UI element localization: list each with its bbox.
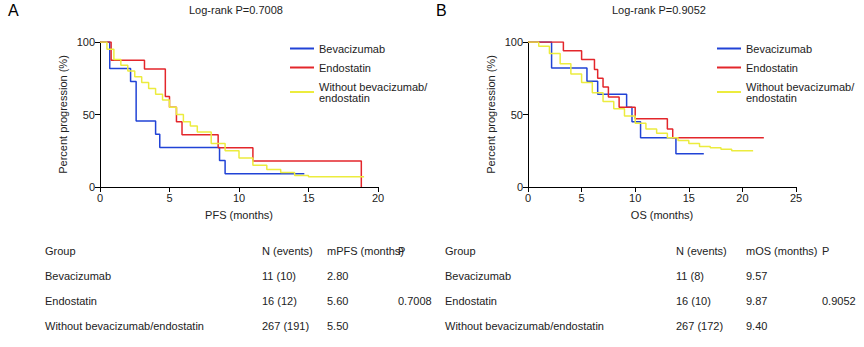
html-text:Without bevacizumab/endostatin: Without bevacizumab/endostatin	[445, 320, 604, 332]
html-text:9.40: 9.40	[746, 320, 768, 332]
html-text:11 (10): 11 (10)	[262, 270, 296, 282]
svg-text:Percent progression (%): Percent progression (%)	[57, 55, 69, 174]
svg-text:B: B	[436, 2, 447, 19]
html-text:N (events): N (events)	[262, 245, 313, 257]
html-text:P: P	[398, 245, 406, 257]
html-text:mPFS (months): mPFS (months)	[327, 245, 404, 257]
svg-text:Endostatin: Endostatin	[746, 62, 798, 74]
html-text:Group: Group	[445, 245, 476, 257]
svg-text:0: 0	[97, 192, 103, 204]
svg-text:Without bevacizumab/: Without bevacizumab/	[746, 80, 855, 93]
svg-text:5: 5	[166, 192, 172, 204]
svg-text:Without bevacizumab/: Without bevacizumab/	[319, 80, 428, 93]
html-text:N (events): N (events)	[676, 245, 727, 257]
html-text:267 (191): 267 (191)	[262, 320, 310, 332]
svg-text:endostatin: endostatin	[746, 92, 797, 104]
svg-text:Log-rank P=0.9052: Log-rank P=0.9052	[612, 4, 706, 16]
html-text:Bevacizumab: Bevacizumab	[445, 270, 511, 282]
svg-text:0: 0	[525, 192, 531, 204]
svg-text:100: 100	[77, 36, 95, 48]
svg-text:Endostatin: Endostatin	[319, 62, 371, 74]
svg-text:PFS (months): PFS (months)	[205, 209, 273, 221]
svg-text:20: 20	[372, 192, 384, 204]
svg-text:Bevacizumab: Bevacizumab	[319, 43, 385, 55]
svg-text:15: 15	[302, 192, 314, 204]
html-text:Group: Group	[45, 245, 76, 257]
html-text:0.9052: 0.9052	[822, 295, 856, 307]
svg-text:100: 100	[505, 36, 523, 48]
html-text:16 (10): 16 (10)	[676, 295, 711, 307]
html-text:0.7008: 0.7008	[398, 295, 432, 307]
svg-text:Bevacizumab: Bevacizumab	[746, 43, 812, 55]
svg-text:Log-rank P=0.7008: Log-rank P=0.7008	[189, 4, 283, 16]
svg-text:10: 10	[629, 192, 641, 204]
html-text:11 (8): 11 (8)	[676, 270, 704, 282]
svg-text:5: 5	[579, 192, 585, 204]
svg-text:Percent progression (%): Percent progression (%)	[485, 55, 497, 174]
svg-text:25: 25	[790, 192, 802, 204]
html-text:mOS (months) P: mOS (months) P	[746, 245, 830, 257]
html-text:Without bevacizumab/endostatin: Without bevacizumab/endostatin	[45, 320, 204, 332]
html-text:5.60: 5.60	[327, 295, 349, 307]
svg-text:50: 50	[83, 109, 95, 121]
html-text:16 (12): 16 (12)	[262, 295, 297, 307]
html-text:5.50: 5.50	[327, 320, 349, 332]
svg-text:OS (months): OS (months)	[631, 209, 693, 221]
svg-text:endostatin: endostatin	[319, 92, 370, 104]
svg-text:20: 20	[736, 192, 748, 204]
svg-text:0: 0	[517, 181, 523, 193]
html-text:267 (172): 267 (172)	[676, 320, 724, 332]
html-text:Bevacizumab: Bevacizumab	[45, 270, 111, 282]
svg-text:50: 50	[511, 109, 523, 121]
html-text:9.87: 9.87	[746, 295, 768, 307]
svg-text:0: 0	[89, 181, 95, 193]
svg-text:15: 15	[683, 192, 695, 204]
html-text:9.57: 9.57	[746, 270, 768, 282]
html-text:Endostatin: Endostatin	[445, 295, 497, 307]
svg-text:10: 10	[233, 192, 245, 204]
svg-text:A: A	[8, 2, 19, 19]
html-text:2.80: 2.80	[327, 270, 349, 282]
html-text:Endostatin: Endostatin	[45, 295, 97, 307]
